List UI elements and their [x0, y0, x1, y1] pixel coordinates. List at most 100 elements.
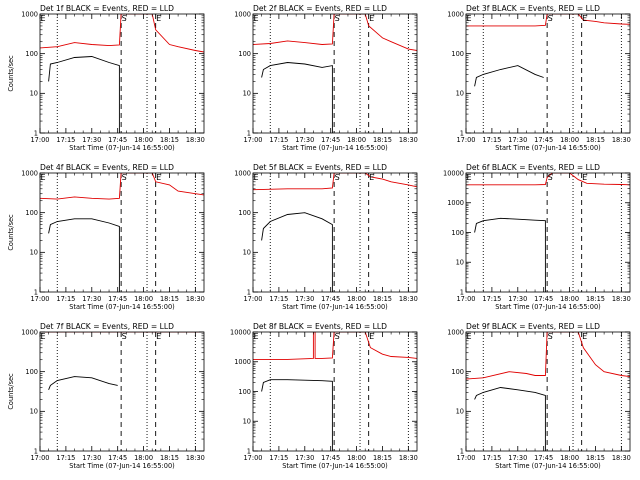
- series-group: [466, 332, 630, 451]
- x-tick-label: 18:15: [373, 136, 392, 144]
- x-tick-label: 18:30: [612, 454, 631, 462]
- series-group: [253, 173, 417, 292]
- x-tick-label: 17:15: [56, 136, 75, 144]
- phase-marker: S: [335, 173, 340, 182]
- x-tick-label: 18:30: [186, 295, 205, 303]
- series-group: [466, 173, 630, 292]
- x-tick-label: 18:30: [186, 454, 205, 462]
- phase-marker: E: [254, 173, 259, 182]
- x-tick-label: 17:30: [295, 295, 314, 303]
- y-tick-label: 100: [238, 50, 251, 58]
- y-tick-label: 10: [456, 408, 464, 416]
- x-tick-label: 17:30: [82, 295, 101, 303]
- phase-marker: E: [582, 173, 587, 182]
- x-axis-label: Start Time (07-Jun-14 16:55:00): [69, 144, 175, 152]
- panel-title: Det 9f BLACK = Events, RED = LLD: [466, 322, 600, 331]
- x-axis-label: Start Time (07-Jun-14 16:55:00): [495, 462, 601, 470]
- y-tick-label: 1: [460, 447, 464, 455]
- x-tick-label: 18:00: [560, 454, 579, 462]
- events-series-line: [474, 65, 544, 87]
- x-tick-label: 17:15: [56, 295, 75, 303]
- y-tick-label: 100: [451, 50, 464, 58]
- lld-series-line: [253, 14, 417, 51]
- panel-title: Det 6f BLACK = Events, RED = LLD: [466, 163, 600, 172]
- y-tick-label: 100: [25, 209, 38, 217]
- x-tick-label: 17:30: [295, 454, 314, 462]
- y-tick-label: 1: [34, 288, 38, 296]
- x-axis-label: Start Time (07-Jun-14 16:55:00): [69, 303, 175, 311]
- x-tick-label: 17:30: [508, 295, 527, 303]
- y-axis-label: Counts/sec: [7, 373, 15, 410]
- phase-marker: E: [41, 14, 46, 23]
- x-tick-label: 17:15: [269, 454, 288, 462]
- x-tick-label: 17:45: [534, 454, 553, 462]
- x-tick-label: 18:15: [373, 295, 392, 303]
- y-tick-label: 1: [460, 129, 464, 137]
- y-tick-label: 1000: [21, 169, 38, 177]
- x-tick-label: 18:15: [160, 136, 179, 144]
- x-tick-label: 17:45: [108, 454, 127, 462]
- plot-frame: [252, 172, 418, 293]
- phase-marker: E: [467, 332, 472, 341]
- phase-marker: E: [369, 173, 374, 182]
- series-group: [40, 14, 204, 133]
- events-series-line: [261, 62, 333, 133]
- y-tick-label: 10: [456, 90, 464, 98]
- phase-marker: S: [548, 14, 553, 23]
- events-series-line: [48, 376, 118, 390]
- x-tick-label: 17:45: [321, 454, 340, 462]
- x-tick-label: 17:15: [56, 454, 75, 462]
- y-tick-label: 1: [247, 447, 251, 455]
- x-tick-label: 18:15: [586, 454, 605, 462]
- y-tick-label: 1: [34, 447, 38, 455]
- x-tick-label: 17:45: [108, 295, 127, 303]
- x-tick-label: 17:45: [108, 136, 127, 144]
- x-tick-label: 18:30: [399, 295, 418, 303]
- x-tick-label: 17:45: [534, 136, 553, 144]
- x-tick-label: 17:15: [482, 136, 501, 144]
- x-tick-label: 18:30: [612, 136, 631, 144]
- phase-marker: S: [122, 332, 127, 341]
- x-tick-label: 17:00: [243, 136, 262, 144]
- x-tick-label: 17:00: [243, 454, 262, 462]
- y-tick-label: 100: [451, 229, 464, 237]
- y-tick-label: 1: [247, 129, 251, 137]
- phase-marker: E: [582, 332, 587, 341]
- x-tick-label: 18:00: [134, 295, 153, 303]
- plot-frame: [252, 331, 418, 452]
- x-tick-label: 17:15: [482, 454, 501, 462]
- y-tick-label: 1: [460, 288, 464, 296]
- series-group: [253, 14, 417, 133]
- y-tick-label: 100: [25, 368, 38, 376]
- y-tick-label: 10: [30, 408, 38, 416]
- panel-title: Det 3f BLACK = Events, RED = LLD: [466, 4, 600, 13]
- x-tick-label: 18:30: [399, 454, 418, 462]
- y-tick-label: 1000: [234, 169, 251, 177]
- lld-series-line: [466, 173, 630, 186]
- events-series-line: [261, 212, 333, 292]
- x-axis-label: Start Time (07-Jun-14 16:55:00): [69, 462, 175, 470]
- events-series-line: [474, 217, 546, 292]
- phase-marker: S: [548, 173, 553, 182]
- x-tick-label: 17:00: [243, 295, 262, 303]
- x-tick-label: 17:45: [321, 136, 340, 144]
- phase-marker: E: [467, 173, 472, 182]
- x-tick-label: 17:15: [269, 295, 288, 303]
- x-tick-label: 18:30: [399, 136, 418, 144]
- lld-series-line: [40, 14, 204, 53]
- phase-marker: E: [41, 332, 46, 341]
- x-tick-label: 18:30: [186, 136, 205, 144]
- x-tick-label: 18:00: [347, 295, 366, 303]
- y-tick-label: 100: [238, 209, 251, 217]
- y-axis-label: Counts/sec: [7, 55, 15, 92]
- x-tick-label: 17:00: [456, 295, 475, 303]
- events-series-line: [48, 56, 120, 133]
- events-series-line: [48, 218, 120, 292]
- phase-marker: S: [548, 332, 553, 341]
- panel-title: Det 2f BLACK = Events, RED = LLD: [253, 4, 387, 13]
- y-tick-label: 10: [243, 249, 251, 257]
